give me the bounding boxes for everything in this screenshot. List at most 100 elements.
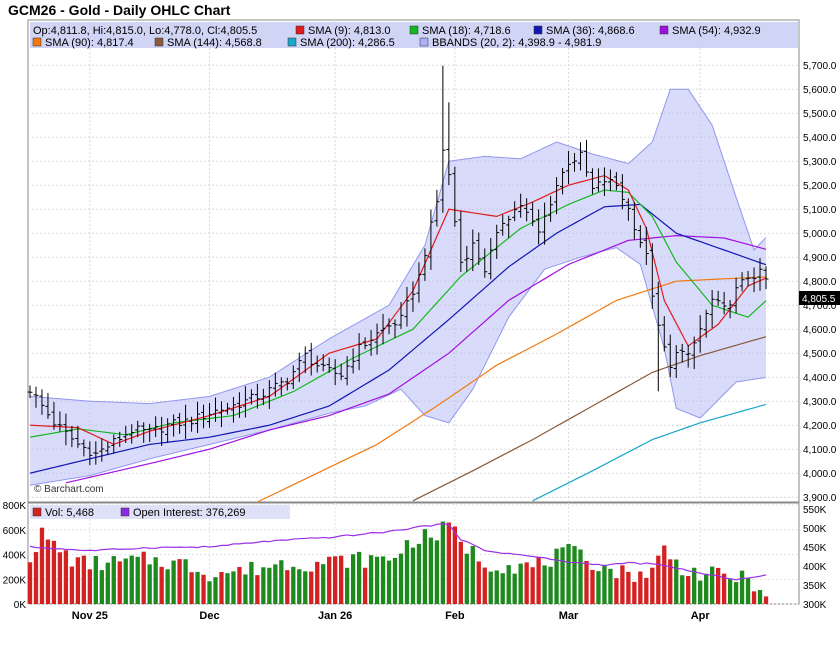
- volume-bar: [386, 560, 392, 604]
- ohlc-bar: [542, 202, 548, 245]
- ohlc-bar: [123, 425, 129, 444]
- price-tick-label: 4,900.0: [803, 253, 837, 264]
- legend-entry: SMA (9): 4,813.0: [295, 25, 391, 37]
- volume-bar: [219, 572, 224, 604]
- ohlc-bar: [278, 377, 284, 396]
- ohlc-bar: [566, 150, 572, 185]
- price-tick-label: 4,500.0: [803, 349, 837, 360]
- ohlc-bar: [661, 316, 667, 352]
- volume-bar: [135, 556, 140, 604]
- volume-bar: [39, 527, 45, 604]
- ohlc-bar: [368, 330, 374, 356]
- volume-bar: [404, 540, 410, 604]
- legend-entry: SMA (200): 4,286.5: [287, 37, 395, 49]
- x-tick-label: Mar: [559, 610, 579, 622]
- sma18-line: [29, 189, 767, 438]
- volume-bar: [709, 566, 715, 604]
- volume-bar: [57, 552, 63, 604]
- ohlc-bar: [745, 270, 751, 287]
- volume-bar: [566, 543, 571, 604]
- ohlc-bar: [75, 425, 81, 448]
- ohlc-bar: [482, 248, 488, 278]
- ohlc-bar: [51, 401, 57, 430]
- legend-swatch: [419, 37, 429, 47]
- ohlc-bar: [494, 224, 500, 259]
- x-tick-label: Jan 26: [318, 610, 352, 622]
- volume-bar: [33, 552, 39, 604]
- price-tick-label: 5,500.0: [803, 109, 837, 120]
- volume-bar: [626, 571, 631, 604]
- legend-entry: SMA (144): 4,568.8: [154, 37, 262, 49]
- ohlc-bar: [201, 404, 207, 429]
- volume-bar: [392, 557, 398, 604]
- volume-bar: [590, 569, 595, 604]
- bollinger-upper-line: [29, 88, 767, 405]
- volume-bar: [362, 567, 368, 604]
- volume-bar: [27, 562, 33, 604]
- volume-bar: [285, 570, 290, 604]
- ohlc-bar: [45, 393, 51, 419]
- volume-bar: [183, 559, 188, 604]
- volume-axis-left: 0K 200K 400K 600K 800K: [3, 501, 27, 611]
- ohlc-bar: [212, 397, 218, 422]
- ohlc-bar: [685, 344, 691, 368]
- ohlc-bar: [224, 402, 230, 415]
- ohlc-bar: [33, 386, 39, 408]
- watermark: © Barchart.com: [34, 484, 104, 495]
- volume-bar: [751, 591, 757, 604]
- ohlc-bar: [81, 439, 87, 457]
- ohlc-bar: [500, 214, 506, 236]
- ohlc-bar: [386, 318, 392, 335]
- volume-bar: [512, 573, 517, 604]
- ohlc-bar: [751, 267, 757, 293]
- volume-bar: [584, 560, 589, 604]
- volume-bar: [704, 573, 709, 604]
- ohlc-bar: [248, 389, 254, 405]
- volume-bar: [339, 555, 344, 604]
- legend-entry: SMA (18): 4,718.6: [409, 25, 511, 37]
- volume-bar: [267, 567, 272, 604]
- ohlc-bar: [703, 309, 709, 338]
- volume-bar: [410, 547, 416, 604]
- price-tick-label: 4,800.0: [803, 277, 837, 288]
- legend-swatch: [659, 25, 669, 35]
- ohlc-bar: [332, 359, 338, 386]
- volume-bar: [231, 571, 236, 604]
- open-interest-axis-right: 300K 350K 400K 450K 500K 550K: [803, 505, 827, 611]
- volume-legend-box: [30, 505, 290, 519]
- ohlc-bar: [470, 229, 476, 272]
- price-tick-label: 4,300.0: [803, 397, 837, 408]
- ohlc-bar: [183, 404, 189, 440]
- volume-bar: [309, 571, 314, 604]
- ohlc-bar: [464, 245, 470, 272]
- legend-swatch: [409, 25, 419, 35]
- oi-tick-label: 300K: [803, 600, 827, 611]
- volume-bar: [650, 567, 655, 604]
- ohlc-bar: [272, 372, 278, 397]
- volume-bar: [45, 539, 51, 604]
- volume-bar: [656, 555, 661, 604]
- ohlc-bar: [649, 243, 655, 309]
- volume-bar: [446, 522, 452, 604]
- ohlc-bar: [631, 202, 637, 240]
- ohlc-bar: [733, 277, 739, 314]
- ohlc-bar: [27, 385, 33, 399]
- volume-bar: [165, 569, 170, 604]
- volume-bar: [201, 574, 206, 604]
- ohlc-bar: [655, 281, 661, 392]
- ohlc-summary: Op:4,811.8, Hi:4,815.0, Lo:4,778.0, Cl:4…: [33, 25, 257, 37]
- ohlc-bar: [177, 412, 183, 434]
- volume-bar: [715, 567, 721, 604]
- ohlc-bar: [446, 102, 452, 186]
- ohlc-bar: [601, 167, 607, 196]
- volume-legend-entry: Vol: 5,468: [32, 507, 94, 519]
- ohlc-bar: [554, 177, 560, 215]
- volume-bar: [75, 557, 81, 604]
- volume-bar: [261, 567, 266, 604]
- oi-tick-label: 450K: [803, 543, 827, 554]
- volume-bar: [638, 571, 643, 604]
- ohlc-bar: [398, 302, 404, 329]
- sma200-line: [532, 403, 767, 502]
- volume-bar: [111, 556, 116, 604]
- volume-bar: [333, 556, 338, 604]
